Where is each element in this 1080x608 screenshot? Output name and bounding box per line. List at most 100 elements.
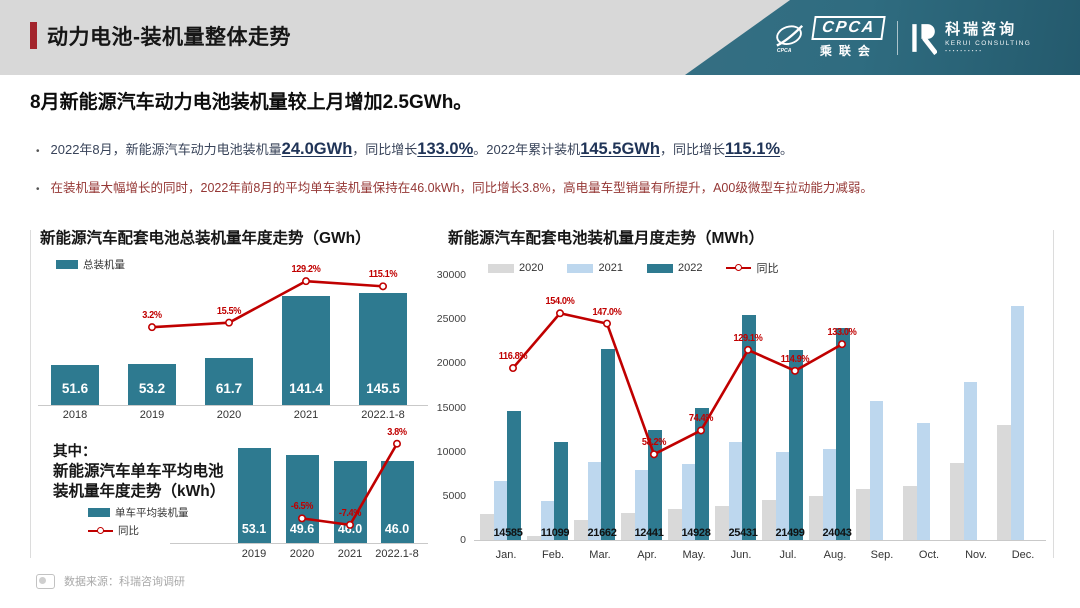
kerui-mark-icon [912,23,938,55]
monthly-bar-2022 [695,408,709,540]
total-bar [128,364,176,405]
monthly-bar-2020 [997,425,1011,540]
x-axis-label: Oct. [918,549,940,561]
bullet-1: • 2022年8月，新能源汽车动力电池装机量24.0GWh，同比增长133.0%… [36,139,793,159]
monthly-bar-2022 [836,327,850,540]
bar-value-label-2022: 11099 [540,527,570,539]
monthly-bar-2022 [554,441,568,540]
x-axis-label: Nov. [965,549,987,561]
y-axis-tick-label: 30000 [436,269,466,281]
monthly-bar-2020 [621,512,635,540]
legend-item-2021: 2021 [567,262,623,274]
yoy-value-label: 129.1% [733,332,763,344]
bar-value-label-2022: 25431 [728,527,758,539]
x-axis-line [170,543,428,544]
svg-text:CPCA: CPCA [777,48,792,53]
monthly-bar-2021 [916,423,930,540]
legend-label-2022: 2022 [677,262,703,274]
y-axis-tick-label: 25000 [436,313,466,326]
bar-value-label: 53.1 [241,522,267,536]
x-axis-label: 2019 [139,409,165,421]
annual-total-legend: 总装机量 [56,257,125,272]
yoy-value-label: 15.5% [216,305,242,317]
monthly-bar-2021 [634,470,648,540]
x-axis-label: Apr. [637,549,657,561]
yoy-value-label: 154.0% [545,296,575,308]
x-axis-line [474,540,1046,541]
y-axis-tick-label: 15000 [436,401,466,414]
monthly-bar-2020 [480,514,494,540]
bullet-marker: • [36,146,40,157]
yoy-value-label: 74.4% [688,413,714,425]
legend-line-icon [88,526,113,534]
yoy-value-label: 3.2% [142,310,162,322]
bar-value-label-2022: 24043 [822,527,852,539]
monthly-bar-2021 [869,401,883,540]
bar-value-label-2022: 14585 [493,527,523,539]
legend-item-2020: 2020 [488,262,543,274]
right-chart-panel [440,230,1054,558]
x-axis-label: Jun. [730,549,752,561]
kerui-tagline: ▪▪▪▪▪▪▪▪▪▪ [945,48,984,54]
per-vehicle-chart-title-line2: 装机量年度走势（kWh） [53,483,226,500]
per-vehicle-chart-title-prefix: 其中： [53,444,97,460]
source-text: 数据来源：科瑞咨询调研 [64,576,185,588]
monthly-bar-2021 [681,464,695,540]
monthly-bar-2020 [715,505,729,540]
monthly-bar-2022 [742,315,756,540]
legend-label-2020: 2020 [519,262,544,274]
monthly-bar-2020 [856,488,870,540]
monthly-bar-2020 [527,535,541,540]
monthly-bar-2020 [668,509,682,540]
monthly-bar-2021 [587,462,601,540]
y-axis-tick-label: 0 [460,534,466,546]
yoy-value-label: -6.5% [290,501,314,513]
title-accent-bar [30,22,37,49]
bar-value-label-2022: 21662 [587,527,617,539]
x-axis-label: Jul. [779,549,797,561]
y-axis-tick-label: 5000 [442,489,466,502]
cpca-emblem-icon: CPCA [775,24,803,53]
y-axis-tick-label: 10000 [436,445,466,458]
monthly-bar-2021 [822,449,836,540]
yoy-value-label: 147.0% [592,306,622,318]
monthly-bar-2021 [493,480,507,540]
footer: 数据来源：科瑞咨询调研 [36,573,185,589]
bar-value-label: 51.6 [61,381,89,396]
bullet-2-text: 在装机量大幅增长的同时，2022年前8月的平均单车装机量保持在46.0kWh，同… [50,181,873,195]
per-vehicle-legend-bar: 单车平均装机量 [88,505,189,520]
yoy-value-label: 58.2% [641,437,667,449]
yoy-value-label: 129.2% [291,264,321,276]
x-axis-label: 2021 [337,548,363,560]
legend-swatch-per-vehicle [88,508,110,517]
source-icon [36,573,55,589]
legend-swatch-2021 [567,263,594,273]
legend-swatch-2020 [488,263,514,273]
legend-line-icon [726,264,752,271]
monthly-bar-2020 [762,500,776,540]
kerui-en-name: KERUI CONSULTING [945,40,1032,47]
monthly-bar-2022 [507,411,521,540]
bullet-marker: • [36,184,40,195]
yoy-value-label: 115.1% [368,269,398,281]
monthly-bar-2021 [540,501,554,540]
x-axis-label: 2020 [216,409,242,421]
x-axis-line [38,405,428,406]
legend-swatch-total [56,260,78,269]
cpca-name: 乘联会 [819,44,877,58]
x-axis-label: Sep. [870,549,894,561]
legend-item-2022: 2022 [646,262,703,274]
bar-value-label: 145.5 [366,381,400,396]
monthly-bar-2020 [809,495,823,540]
monthly-bar-2021 [1010,305,1024,540]
x-axis-label: Mar. [589,549,611,561]
x-axis-label: Aug. [823,549,847,561]
total-bar [51,365,99,405]
cpca-logo: CPCA CPCA 乘联会 [774,16,886,59]
kerui-name: 科瑞咨询 [945,21,1018,39]
y-axis-tick-label: 20000 [436,357,466,370]
bar-value-label-2022: 14928 [681,527,711,539]
key-message: 8月新能源汽车动力电池装机量较上月增加2.5GWh。 [30,92,473,113]
